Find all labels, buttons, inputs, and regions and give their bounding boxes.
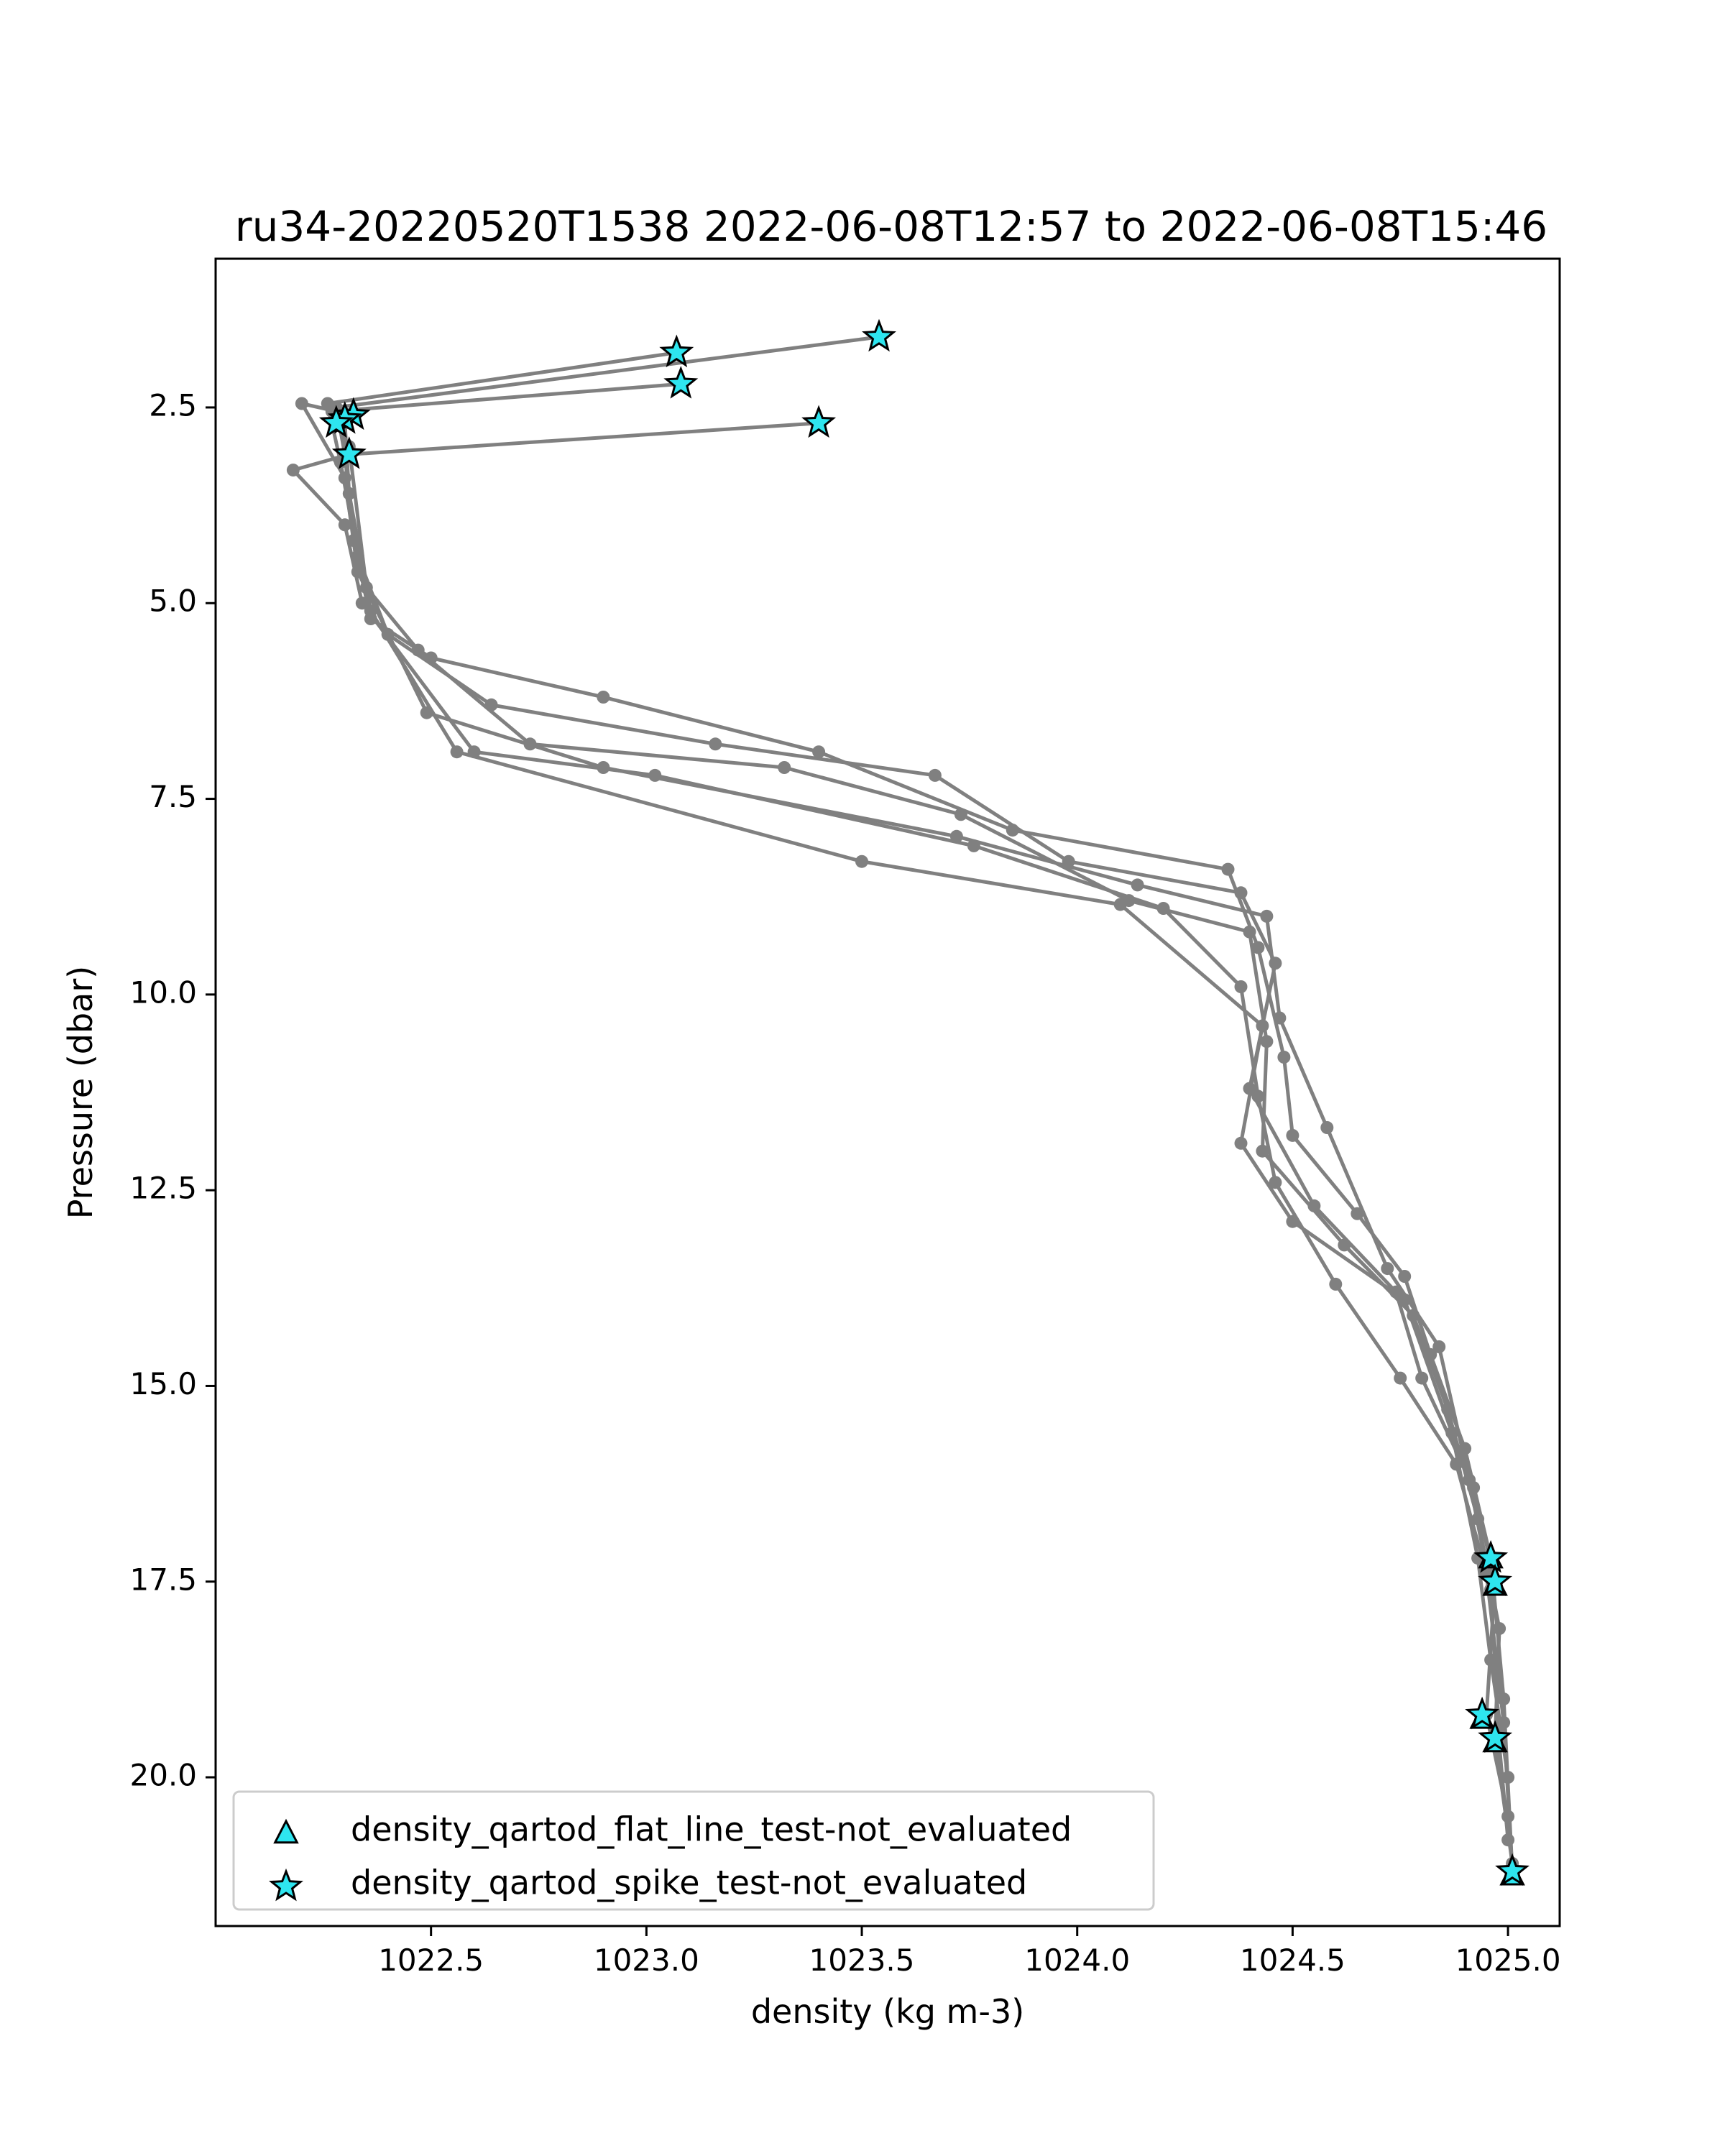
profile-point xyxy=(1381,1262,1394,1276)
profile-point xyxy=(338,518,351,532)
profile-point xyxy=(928,768,942,782)
profile-point xyxy=(949,829,963,843)
y-tick-label: 2.5 xyxy=(149,387,197,423)
profile-point xyxy=(1445,1426,1459,1439)
x-axis-label: density (kg m-3) xyxy=(751,1992,1024,2031)
spike-flag-marker xyxy=(1473,1539,1509,1573)
axis-ticks: 1022.5 1023.0 1023.5 1024.0 1024.5 1025.0 2.5 5… xyxy=(129,387,1560,1978)
y-tick-label: 10.0 xyxy=(129,975,197,1010)
y-tick-label: 15.0 xyxy=(129,1366,197,1401)
legend-triangle-shape xyxy=(273,1818,299,1844)
plot-area xyxy=(286,318,1530,1886)
profile-point xyxy=(1234,1136,1248,1150)
chart-title: ru34-20220520T1538 2022-06-08T12:57 to 2… xyxy=(235,202,1547,251)
spike-flag-marker xyxy=(659,334,694,368)
profile-point xyxy=(1501,1833,1515,1847)
profile-point xyxy=(364,604,377,618)
profile-point xyxy=(295,397,308,410)
axes-frame xyxy=(214,257,1561,1927)
legend: density_qartod_flat_line_test-not_evalua… xyxy=(232,1790,1155,1911)
profile-point xyxy=(1398,1293,1412,1307)
profile-point xyxy=(1463,1473,1476,1487)
profile-point xyxy=(351,565,364,579)
profile-point xyxy=(342,487,356,500)
profile-point xyxy=(1493,1622,1506,1636)
y-tick-label: 12.5 xyxy=(129,1171,197,1206)
profile-point xyxy=(1256,1019,1269,1033)
legend-star-shape xyxy=(269,1868,303,1902)
profile-point xyxy=(1251,941,1265,954)
spike-flag-marker xyxy=(1465,1696,1500,1730)
profile-line xyxy=(343,423,1510,1778)
profile-point xyxy=(1131,878,1144,892)
profile-point xyxy=(1338,1238,1351,1252)
x-tick-label: 1022.5 xyxy=(378,1943,484,1978)
profile-point xyxy=(1251,1089,1265,1103)
legend-label-spike: density_qartod_spike_test-not_evaluated xyxy=(351,1864,1027,1902)
profile-point xyxy=(1320,1121,1334,1134)
profile-point xyxy=(411,643,425,657)
profile-point xyxy=(450,745,464,759)
profile-point xyxy=(597,691,610,704)
y-tick-label: 20.0 xyxy=(129,1758,197,1793)
spike-flag-marker xyxy=(318,405,354,438)
profile-point xyxy=(1501,1771,1515,1784)
profile-point xyxy=(1484,1653,1498,1667)
profile-point xyxy=(1415,1371,1429,1385)
profile-point xyxy=(1234,886,1248,900)
profile-point xyxy=(1260,909,1274,923)
profile-point xyxy=(1269,1176,1282,1189)
spike-flag-marker xyxy=(862,318,896,352)
profile-point xyxy=(597,761,610,774)
profile-point xyxy=(1432,1340,1446,1353)
spike-flag-marker xyxy=(1495,1853,1530,1886)
x-tick-label: 1023.5 xyxy=(809,1943,915,1978)
profile-point xyxy=(855,854,868,868)
spike-flag-marker xyxy=(801,405,837,438)
profile-point xyxy=(1277,1051,1291,1064)
y-tick-label: 7.5 xyxy=(149,779,197,814)
profile-point xyxy=(709,737,722,751)
profile-point xyxy=(778,761,791,774)
x-tick-label: 1024.5 xyxy=(1240,1943,1346,1978)
profile-point xyxy=(1394,1371,1407,1385)
spike-flag-marker xyxy=(331,436,367,469)
profile-5 xyxy=(338,416,1515,1784)
profile-point xyxy=(1286,1128,1300,1142)
profile-point xyxy=(1156,902,1170,915)
profile-point xyxy=(286,464,300,477)
profile-point xyxy=(954,808,967,821)
profile-point xyxy=(1273,1011,1287,1025)
legend-box xyxy=(232,1790,1155,1911)
legend-label-flat-line: density_qartod_flat_line_test-not_evalua… xyxy=(351,1810,1072,1849)
y-tick-label: 5.0 xyxy=(149,584,197,619)
profile-point xyxy=(1256,1144,1269,1158)
spike-flag-marker xyxy=(1478,1720,1513,1753)
y-axis-label: Pressure (dbar) xyxy=(61,966,100,1219)
profile-point xyxy=(1329,1277,1343,1291)
spike-flag-marker xyxy=(1478,1563,1513,1597)
profile-point xyxy=(1351,1207,1364,1220)
x-tick-label: 1023.0 xyxy=(594,1943,699,1978)
profile-point xyxy=(1113,898,1127,911)
profile-point xyxy=(1398,1270,1412,1283)
profile-point xyxy=(1234,980,1248,993)
x-tick-label: 1025.0 xyxy=(1455,1943,1561,1978)
profile-point xyxy=(1286,1215,1300,1228)
legend-triangle-marker xyxy=(273,1818,299,1844)
profile-point xyxy=(355,596,369,610)
spike-flags xyxy=(318,318,1530,1886)
y-tick-label: 17.5 xyxy=(129,1562,197,1597)
profile-point xyxy=(1260,1035,1274,1049)
spike-flag-marker xyxy=(663,366,699,399)
legend-star-marker xyxy=(269,1868,303,1902)
profile-point xyxy=(1221,862,1235,876)
profile-point xyxy=(1243,925,1256,939)
x-tick-label: 1024.0 xyxy=(1024,1943,1130,1978)
profile-point xyxy=(812,745,826,759)
